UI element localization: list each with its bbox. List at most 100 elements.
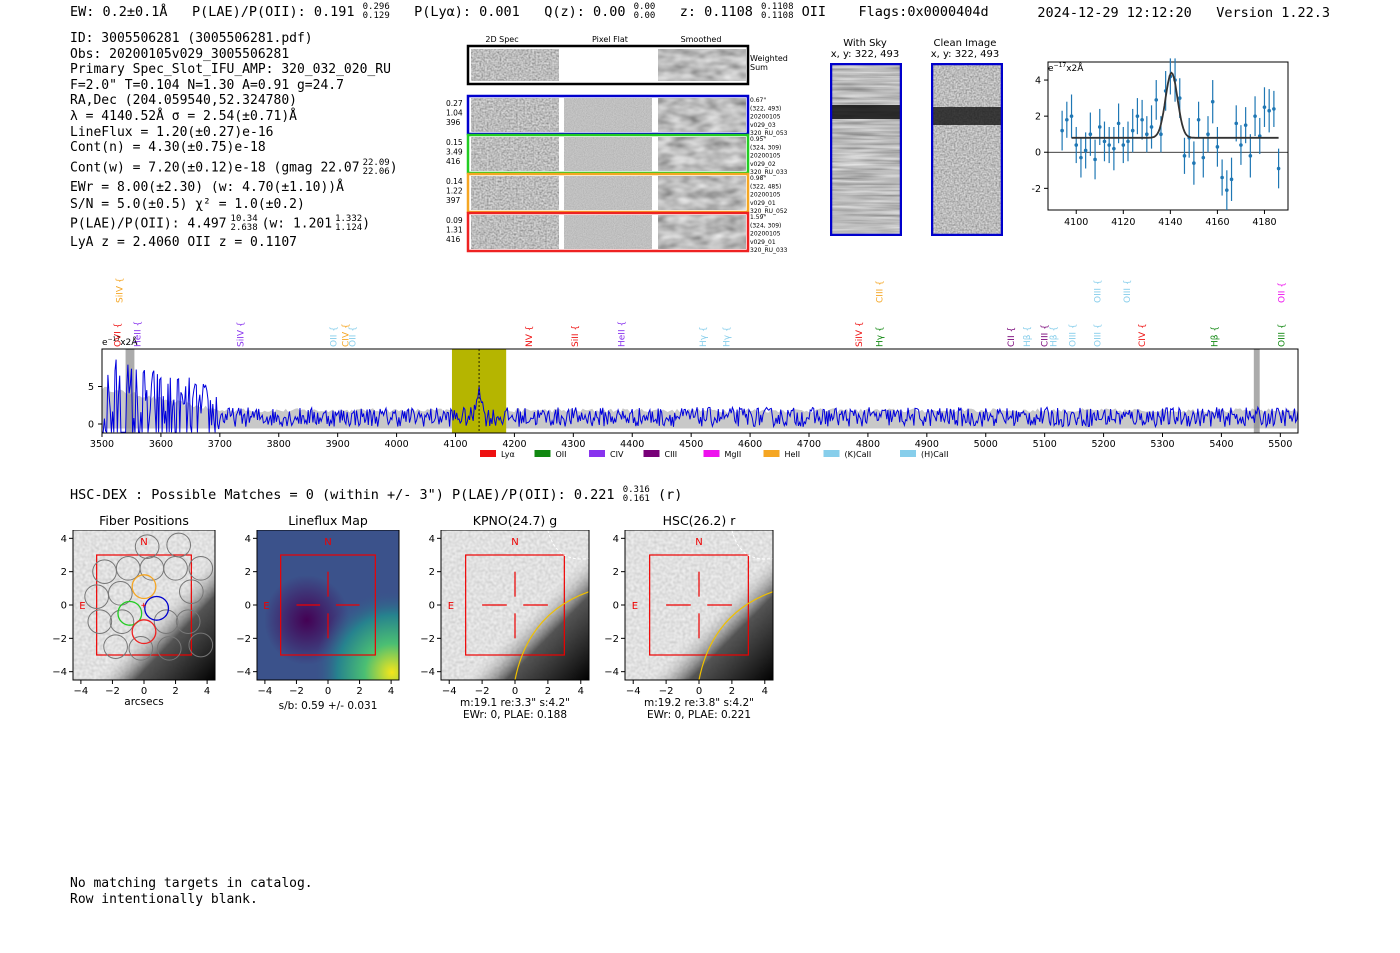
full-xtick-label: 5100 <box>1033 439 1057 450</box>
full-xtick-label: 4900 <box>915 439 939 450</box>
zoom-line-chart: 4100 4120 4140 4160 4180 -2 0 2 4 e−17x2Å <box>1032 58 1289 228</box>
galaxy-gradient <box>441 530 589 680</box>
spec2d-cell-raw <box>471 176 559 210</box>
line-marker-label: HeII { <box>618 321 628 347</box>
cont-wide-close: ) <box>389 160 398 176</box>
fiber-circle <box>87 609 113 634</box>
plae-detail-text: P(LAE)/P(OII): 4.497 <box>70 216 227 232</box>
zoom-point <box>1196 117 1201 122</box>
error-envelope <box>102 386 1297 429</box>
panel-ytick-label: 2 <box>61 567 67 578</box>
line-marker-label: OII { <box>348 326 358 347</box>
panel-xtick-label: −4 <box>258 686 273 697</box>
spec2d-right-label: v029_03 <box>750 122 776 129</box>
with-sky-image <box>830 63 902 236</box>
spec2d-left-label: 3.49 <box>446 148 463 157</box>
fiber-circle <box>188 556 214 581</box>
full-unit-label: e−17x2Å <box>102 336 138 348</box>
redshift-line: LyA z = 2.4060 OII z = 0.1107 <box>70 234 297 250</box>
panel-ytick-label: 0 <box>61 601 67 612</box>
spec2d-left-label: 416 <box>446 157 461 166</box>
plae-detail-upper: 10.34 <box>230 213 258 224</box>
fiber-circle <box>134 534 160 559</box>
fiber-circle <box>166 532 192 558</box>
z-value: z: 0.1108 <box>679 4 753 20</box>
image-panel-0: + N E −4 −4 −2 −2 0 0 2 2 4 4 <box>52 530 216 697</box>
panel-ytick-label: 2 <box>613 567 619 578</box>
weighted-sum-row <box>466 44 750 86</box>
north-label: N <box>511 537 518 548</box>
full-xtick-label: 4200 <box>502 439 526 450</box>
panel-xtick-label: 2 <box>545 686 551 697</box>
spec2d-cell-smooth <box>658 176 746 210</box>
spec2d-right-label: 320_RU_052 <box>750 208 788 215</box>
panel-xtick-label: 0 <box>696 686 702 697</box>
panel-xtick-label: 2 <box>172 686 178 697</box>
line-marker-label: Hγ { <box>723 326 733 347</box>
line-marker-label: CIV { <box>1138 323 1148 347</box>
zoom-point <box>1210 99 1215 104</box>
spec2d-right-label: v029_01 <box>750 239 776 246</box>
line-marker-label: CIV { <box>341 323 351 347</box>
line-marker-label: Hβ { <box>1049 326 1059 347</box>
panel-title-fiber: Fiber Positions <box>99 513 189 528</box>
fiber-circle <box>175 609 201 634</box>
spec2d-right-label: 20200105 <box>750 192 781 199</box>
fiber-circle-highlight <box>131 574 157 600</box>
fiber-circle <box>188 632 214 658</box>
zoom-point <box>1276 166 1281 171</box>
weighted-label: Weighted <box>750 54 788 63</box>
spec2d-right-label: (322, 493) <box>750 105 781 112</box>
panel-ytick-label: 0 <box>613 601 619 612</box>
spec2d-right-label: 1.59" <box>750 214 766 221</box>
aperture-box <box>96 554 192 656</box>
fiber-circle-highlight <box>131 619 157 645</box>
zoom-point <box>1154 98 1159 102</box>
ew-rest: EWr = 8.00(±2.30) (w: 4.70(±1.10))Å <box>70 179 344 195</box>
full-xtick-label: 4800 <box>856 439 880 450</box>
image-panel-3: N E −4 −4 −2 −2 0 0 2 2 4 4 <box>604 530 774 697</box>
spectrum-line <box>102 359 1299 434</box>
line-name: OII <box>801 4 827 20</box>
panel-ytick-label: 4 <box>245 534 251 545</box>
spec2d-left-label: 0.14 <box>446 177 463 186</box>
zoom-xtick-label: 4180 <box>1252 217 1276 228</box>
line-marker-label: OIII { <box>1094 323 1104 347</box>
zoom-point <box>1074 143 1079 147</box>
zoom-point <box>1145 132 1149 136</box>
zoom-point <box>1102 139 1107 144</box>
line-marker-label: Hγ { <box>699 326 709 347</box>
full-unit-base: e <box>102 338 108 348</box>
plae-detail: P(LAE)/P(OII): 4.497 10.34 2.638 (w: 1.201 1… <box>70 213 398 233</box>
legend-swatch <box>480 450 496 457</box>
east-label: E <box>79 601 85 612</box>
primary-slot: Primary Spec_Slot_IFU_AMP: 320_032_020_R… <box>70 62 391 78</box>
full-xtick-label: 3900 <box>326 439 350 450</box>
full-xtick-label: 4600 <box>738 439 762 450</box>
zoom-point <box>1112 146 1116 151</box>
z-lower: 0.1108 <box>760 11 794 21</box>
zoom-point <box>1267 108 1271 113</box>
panel-xtick-label: 4 <box>388 686 394 697</box>
zoom-point <box>1177 96 1182 100</box>
panel-xtick-label: −4 <box>74 686 89 697</box>
panel-ytick-label: −4 <box>52 667 67 678</box>
detection-id: ID: 3005506281 (3005506281.pdf) <box>70 31 313 46</box>
with-sky-title: With Sky x, y: 322, 493 <box>820 38 910 60</box>
panel-title-hsc: HSC(26.2) r <box>662 513 736 528</box>
panel-xtick-label: 4 <box>762 686 768 697</box>
with-sky-label: With Sky <box>843 38 887 49</box>
full-unit-exp: −17 <box>108 336 121 343</box>
spec2d-right-label: 20200105 <box>750 231 781 238</box>
line-marker-label: SiII { <box>571 325 581 347</box>
line-marker-label: SiIV { <box>855 321 865 347</box>
center-marker: + <box>141 601 147 611</box>
zoom-point <box>1225 188 1229 192</box>
fiber-circle <box>156 636 182 661</box>
zoom-point <box>1065 117 1069 122</box>
hsc-plae-lower: 0.161 <box>622 494 650 504</box>
cont-narrow: Cont(n) = 4.30(±0.75)e-18 <box>70 140 266 156</box>
legend-swatch <box>763 450 780 457</box>
spec2d-right-label: (322, 485) <box>750 183 781 190</box>
